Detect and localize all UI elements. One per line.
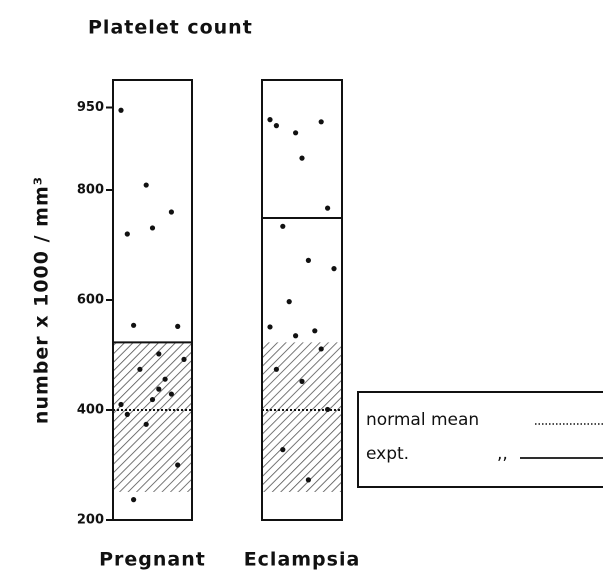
y-axis-label: number x 1000 / mm³ [31, 176, 53, 424]
y-tick-label: 200 [77, 513, 104, 528]
legend-label: normal mean [366, 410, 479, 430]
point [168, 391, 174, 397]
point [305, 257, 311, 263]
point [162, 376, 168, 382]
point [267, 117, 273, 123]
point [181, 356, 187, 362]
point [325, 205, 331, 211]
x-tick-label: Eclampsia [244, 549, 361, 571]
point [318, 346, 324, 352]
point [149, 225, 156, 231]
point [325, 406, 331, 413]
point [331, 266, 337, 272]
point [273, 123, 279, 129]
point [305, 477, 311, 483]
normal-range [114, 342, 191, 492]
point [156, 386, 162, 392]
point [299, 155, 305, 161]
point [175, 323, 181, 329]
point [149, 396, 156, 403]
point [175, 462, 181, 468]
point [143, 421, 149, 427]
point [280, 447, 286, 453]
legend-label: ,, [497, 444, 508, 464]
point [312, 328, 318, 334]
y-tick-label: 400 [77, 403, 104, 418]
point [273, 366, 279, 372]
point [124, 411, 130, 417]
point [118, 401, 124, 408]
chart-title: Platelet count [88, 17, 253, 39]
point [293, 333, 299, 339]
point [280, 223, 286, 229]
legend-box [357, 391, 603, 488]
legend: normal mean expt. ,, [357, 391, 603, 488]
point [131, 497, 137, 503]
legend-label: expt. [366, 444, 409, 464]
point [156, 351, 162, 357]
point [293, 130, 299, 136]
point [267, 324, 273, 330]
point [318, 119, 324, 125]
point [286, 299, 292, 305]
point [124, 231, 130, 237]
y-tick-label: 950 [77, 100, 104, 115]
point [143, 182, 149, 188]
normal-range [263, 342, 341, 492]
point [131, 322, 137, 328]
point [118, 107, 124, 113]
y-tick-label: 600 [77, 293, 104, 308]
point [168, 209, 174, 215]
x-tick-label: Pregnant [99, 549, 206, 571]
point [299, 378, 305, 384]
point [137, 366, 143, 372]
y-tick-label: 800 [77, 183, 104, 198]
